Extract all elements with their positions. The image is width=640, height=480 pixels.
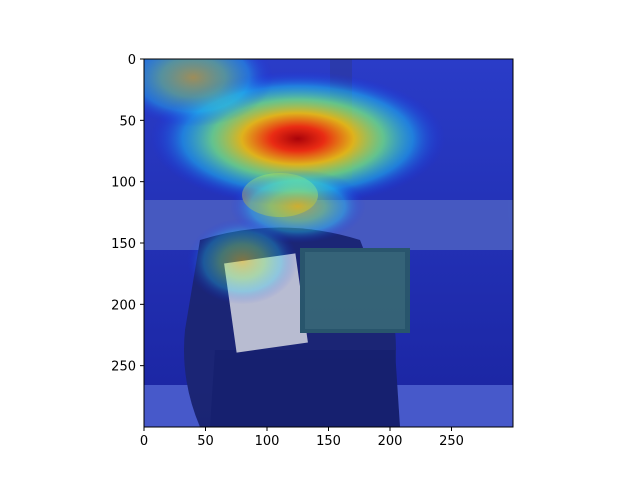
y-tick-label: 100	[111, 176, 136, 191]
x-tick-label: 200	[378, 434, 403, 449]
y-tick-label: 200	[111, 298, 136, 313]
x-axis: 0 50 100 150 200 250	[140, 427, 464, 449]
y-axis: 0 50 100 150 200 250	[111, 53, 144, 375]
y-tick-label: 250	[111, 360, 136, 375]
x-tick-label: 150	[316, 434, 341, 449]
y-tick-label: 50	[119, 114, 136, 129]
y-tick-label: 0	[128, 53, 136, 68]
heatmap-blob-1	[144, 59, 274, 127]
heatmap-overlay	[144, 59, 446, 305]
x-tick-label: 100	[255, 434, 280, 449]
x-tick-label: 50	[197, 434, 214, 449]
y-tick-label: 150	[111, 237, 136, 252]
accordion-bellows	[305, 252, 405, 329]
heatmap-blob-3	[187, 218, 298, 305]
x-tick-label: 250	[439, 434, 464, 449]
legs	[210, 350, 400, 427]
x-tick-label: 0	[140, 434, 148, 449]
heatmap-plot-area	[144, 59, 513, 427]
